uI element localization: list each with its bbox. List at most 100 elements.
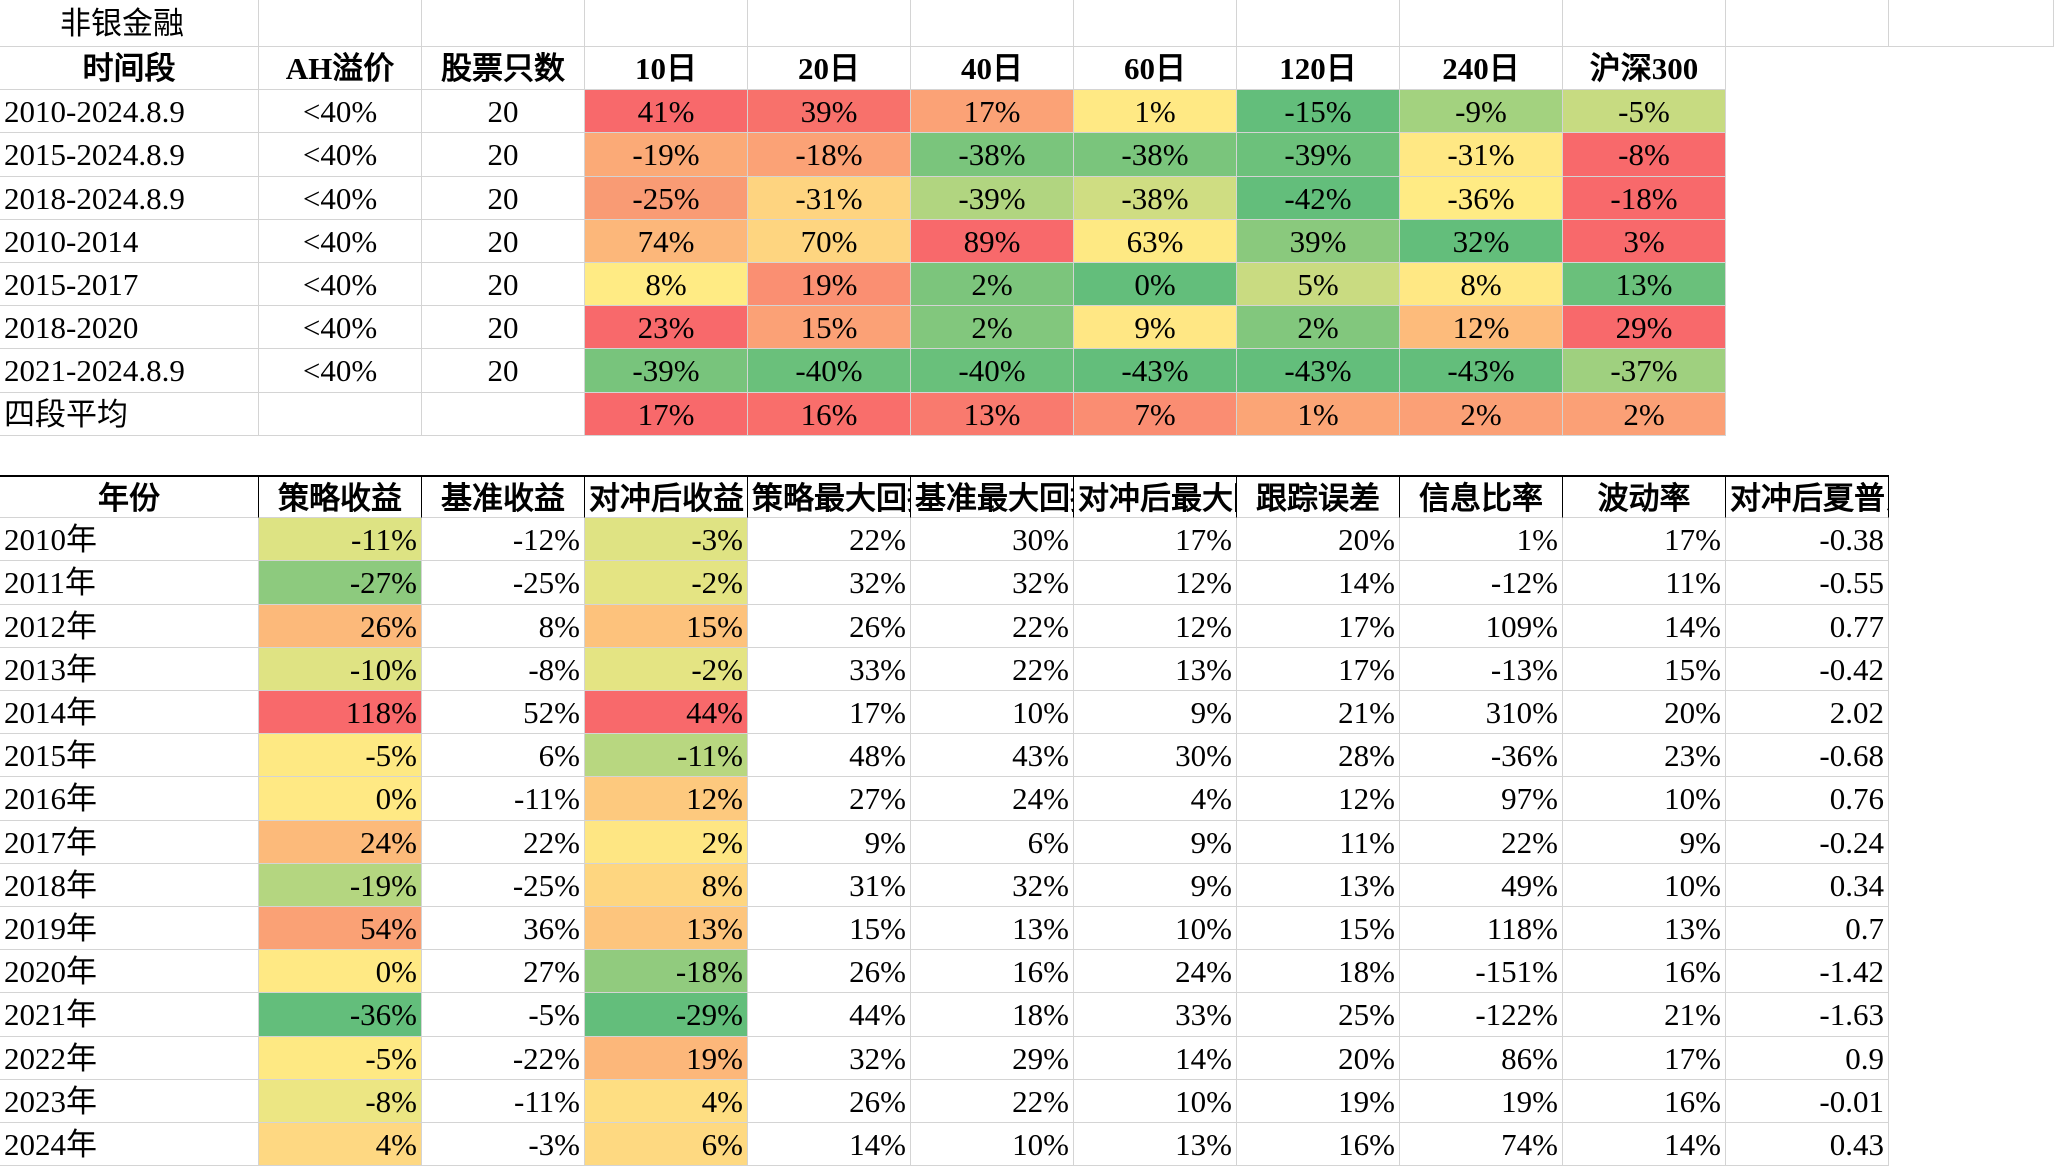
table-cell: 89% — [911, 219, 1074, 263]
table-cell: -18% — [585, 950, 748, 994]
row-label: 2022年 — [0, 1036, 259, 1080]
table-cell: -40% — [748, 349, 911, 393]
table-cell: -15% — [1237, 90, 1400, 134]
table-cell — [422, 392, 585, 436]
table-cell: 4% — [585, 1079, 748, 1123]
table-cell: 1% — [1237, 392, 1400, 436]
table-cell: 23% — [585, 306, 748, 350]
table-cell: 21% — [1237, 691, 1400, 735]
row-label: 2010-2024.8.9 — [0, 90, 259, 134]
table-cell: 33% — [1074, 993, 1237, 1037]
empty-cell — [1400, 0, 1563, 47]
table-cell: -0.68 — [1726, 734, 1889, 778]
table-cell: -38% — [1074, 133, 1237, 177]
column-header: 股票只数 — [422, 47, 585, 91]
table-cell: 10% — [1074, 1079, 1237, 1123]
table-cell: <40% — [259, 349, 422, 393]
table-cell: 0.43 — [1726, 1123, 1889, 1167]
table-cell: 28% — [1237, 734, 1400, 778]
table-cell: 20 — [422, 90, 585, 134]
table-cell: 8% — [585, 863, 748, 907]
table-cell: 29% — [911, 1036, 1074, 1080]
table-cell: -29% — [585, 993, 748, 1037]
table-cell: -36% — [259, 993, 422, 1037]
table-cell: 17% — [585, 392, 748, 436]
table-cell: -5% — [422, 993, 585, 1037]
column-header: 对冲后夏普比率 — [1726, 475, 1889, 519]
table-cell: 32% — [748, 561, 911, 605]
table-cell: 20 — [422, 176, 585, 220]
table-cell: -122% — [1400, 993, 1563, 1037]
table-cell: 5% — [1237, 263, 1400, 307]
table-cell: 97% — [1400, 777, 1563, 821]
empty-cell — [422, 0, 585, 47]
table-cell: 14% — [1074, 1036, 1237, 1080]
table-cell: 0.76 — [1726, 777, 1889, 821]
table-cell: -3% — [422, 1123, 585, 1167]
column-header: 20日 — [748, 47, 911, 91]
row-label: 2015-2017 — [0, 263, 259, 307]
table-cell: -8% — [1563, 133, 1726, 177]
table-cell: -18% — [748, 133, 911, 177]
empty-cell — [1726, 0, 1889, 47]
table-cell: 1% — [1400, 518, 1563, 562]
table-cell: -2% — [585, 647, 748, 691]
table-cell: 9% — [1074, 691, 1237, 735]
table-cell: 118% — [259, 691, 422, 735]
table-cell: 10% — [911, 691, 1074, 735]
table-cell: -31% — [748, 176, 911, 220]
table-cell: 0.77 — [1726, 604, 1889, 648]
table-cell: 17% — [1237, 647, 1400, 691]
row-label: 2013年 — [0, 647, 259, 691]
table-cell: 32% — [911, 863, 1074, 907]
table-cell: 7% — [1074, 392, 1237, 436]
table-cell: 17% — [1237, 604, 1400, 648]
empty-cell — [1074, 0, 1237, 47]
table-cell: 54% — [259, 907, 422, 951]
table-cell: 109% — [1400, 604, 1563, 648]
table-cell: -36% — [1400, 176, 1563, 220]
row-label: 2024年 — [0, 1123, 259, 1167]
table-cell: 9% — [748, 820, 911, 864]
table-cell: 13% — [1237, 863, 1400, 907]
table-cell: -37% — [1563, 349, 1726, 393]
table-cell: 33% — [748, 647, 911, 691]
table-cell: <40% — [259, 306, 422, 350]
table-cell: 20 — [422, 306, 585, 350]
table-cell: -31% — [1400, 133, 1563, 177]
table-cell: 74% — [585, 219, 748, 263]
table-cell: 21% — [1563, 993, 1726, 1037]
table-cell: 12% — [1074, 604, 1237, 648]
table-cell: 32% — [748, 1036, 911, 1080]
table-cell: -3% — [585, 518, 748, 562]
table-cell: 2% — [1563, 392, 1726, 436]
table-cell: -43% — [1074, 349, 1237, 393]
table-cell: 24% — [911, 777, 1074, 821]
table-cell: -40% — [911, 349, 1074, 393]
table-cell: -10% — [259, 647, 422, 691]
table-cell: -22% — [422, 1036, 585, 1080]
table-cell: 14% — [748, 1123, 911, 1167]
table-cell: 3% — [1563, 219, 1726, 263]
row-label: 四段平均 — [0, 392, 259, 436]
row-label: 2014年 — [0, 691, 259, 735]
table-cell: 16% — [1563, 1079, 1726, 1123]
table-cell: 22% — [748, 518, 911, 562]
table-cell: 19% — [585, 1036, 748, 1080]
table-cell: 25% — [1237, 993, 1400, 1037]
table-cell: -1.63 — [1726, 993, 1889, 1037]
row-label: 2018-2024.8.9 — [0, 176, 259, 220]
table-cell: -19% — [259, 863, 422, 907]
table-cell: 13% — [1563, 263, 1726, 307]
table-cell: 15% — [1563, 647, 1726, 691]
table-cell: -9% — [1400, 90, 1563, 134]
table-cell: 52% — [422, 691, 585, 735]
table-cell: 16% — [1237, 1123, 1400, 1167]
table-cell: 86% — [1400, 1036, 1563, 1080]
column-header: 对冲后收益 — [585, 475, 748, 519]
table-cell: -13% — [1400, 647, 1563, 691]
table-cell: -39% — [911, 176, 1074, 220]
table-cell: 22% — [911, 604, 1074, 648]
table-cell: 13% — [1074, 647, 1237, 691]
